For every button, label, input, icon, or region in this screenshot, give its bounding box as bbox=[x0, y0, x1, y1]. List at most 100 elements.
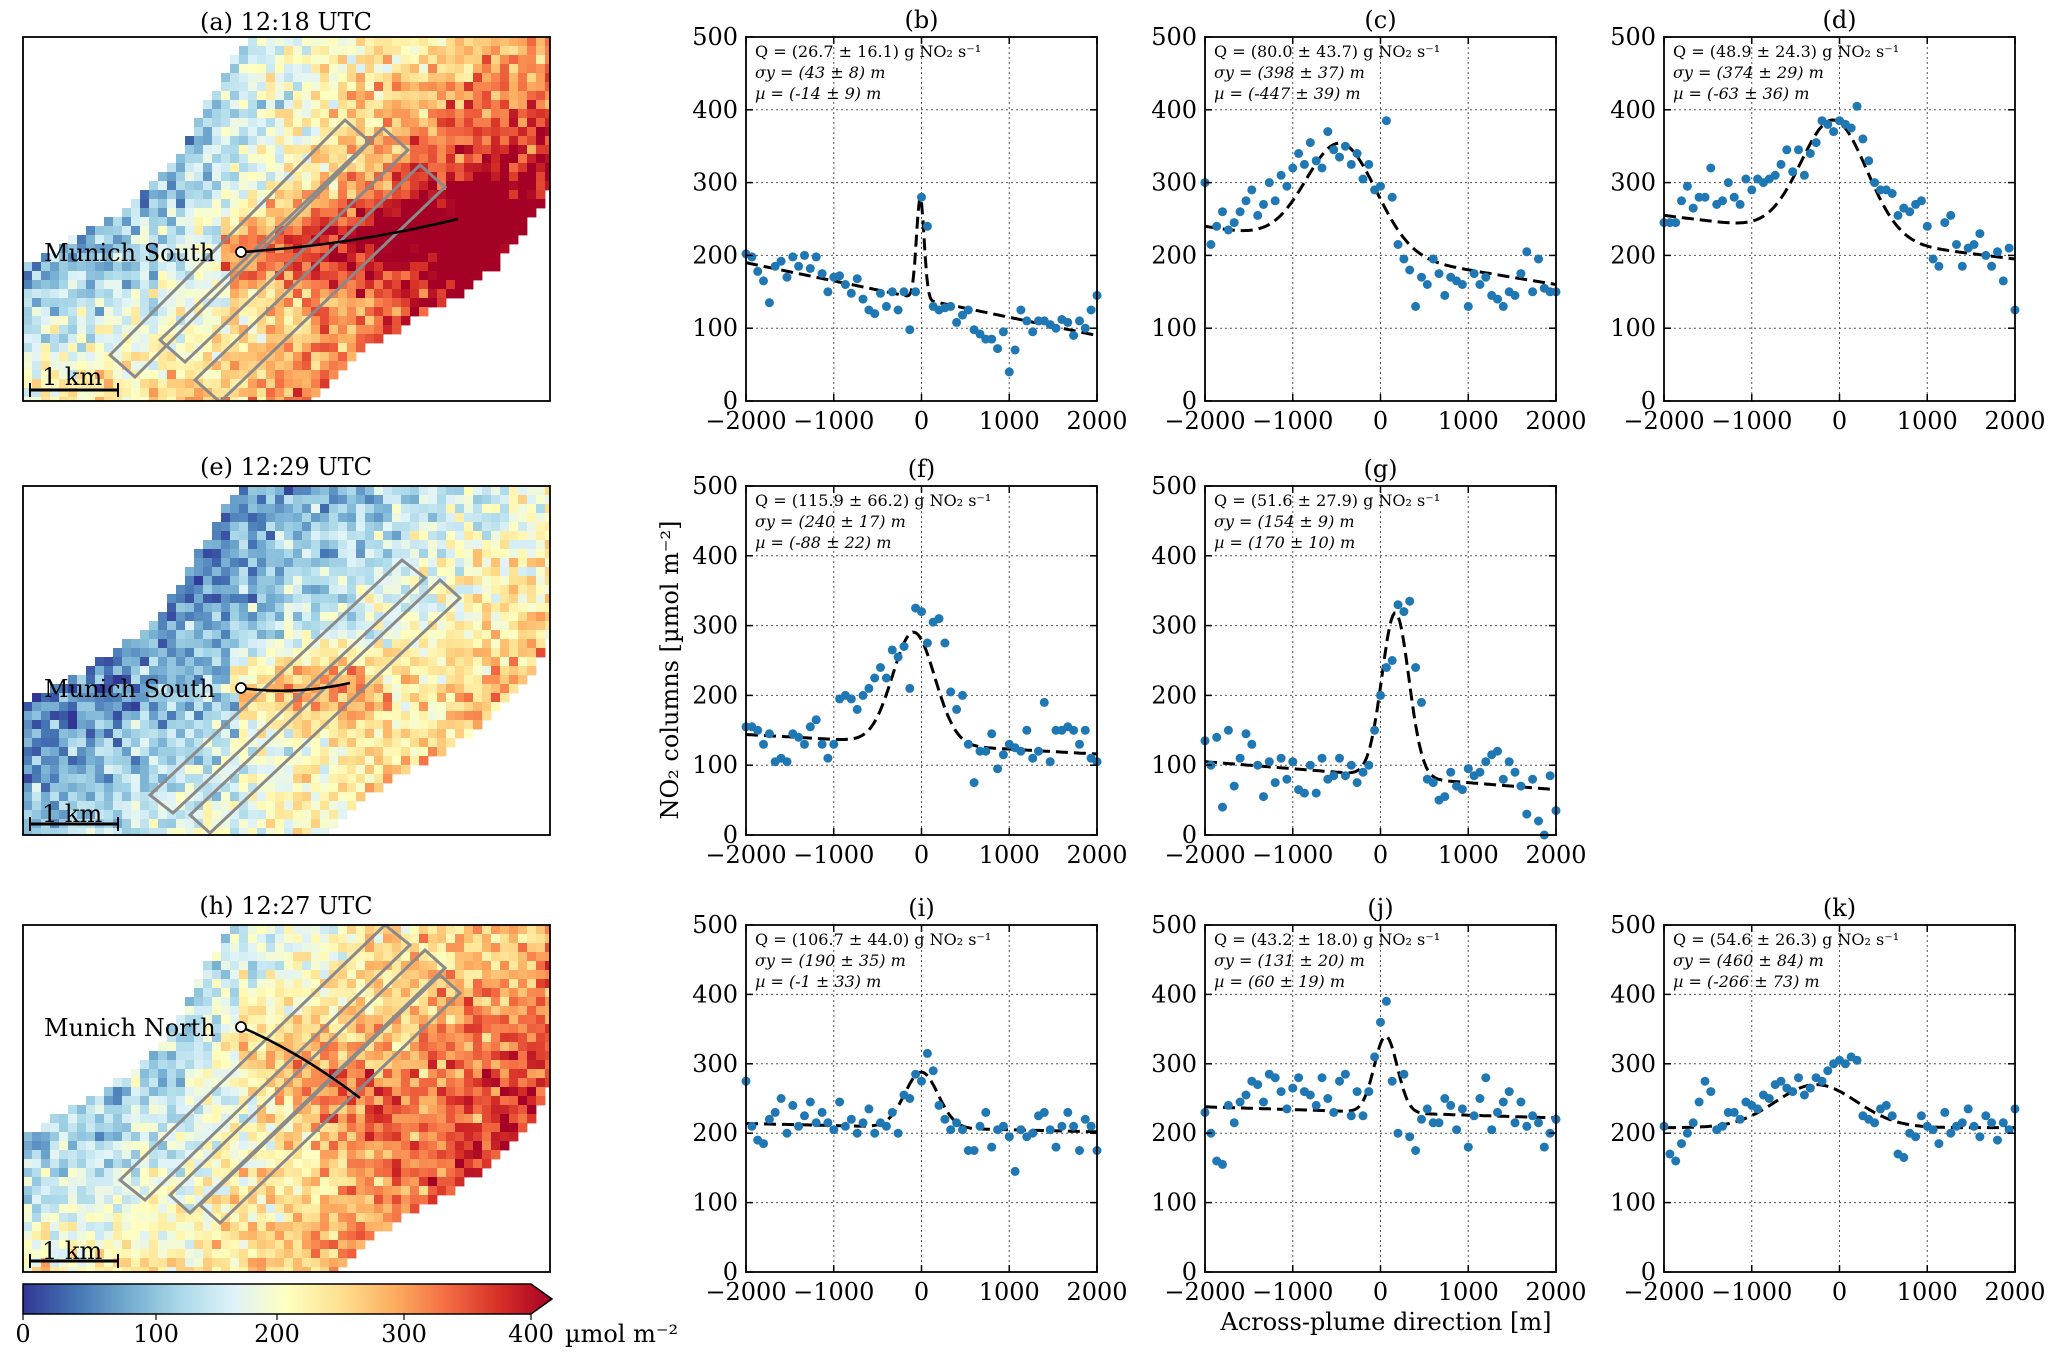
data-point bbox=[1916, 196, 1926, 206]
data-point bbox=[958, 690, 967, 700]
data-point bbox=[1729, 192, 1739, 202]
y-tick-label: 200 bbox=[1151, 1119, 1197, 1147]
data-point bbox=[1975, 229, 1985, 239]
data-point bbox=[1981, 1111, 1991, 1121]
data-point bbox=[917, 192, 926, 202]
data-point bbox=[1799, 170, 1809, 180]
data-point bbox=[1352, 149, 1362, 158]
data-point bbox=[1770, 170, 1780, 180]
data-point bbox=[1329, 145, 1339, 155]
data-point bbox=[1086, 305, 1096, 315]
y-tick-label: 300 bbox=[692, 169, 738, 197]
data-point bbox=[1805, 1083, 1815, 1093]
data-point bbox=[864, 683, 874, 693]
chart-title: (j) bbox=[1367, 894, 1393, 922]
x-tick-label: 2000 bbox=[1066, 1278, 1127, 1306]
y-tick-label: 100 bbox=[1151, 1189, 1197, 1217]
x-tick-label: −1000 bbox=[1711, 1278, 1792, 1306]
data-point bbox=[1463, 301, 1473, 311]
data-point bbox=[1346, 760, 1356, 770]
data-point bbox=[1358, 174, 1368, 184]
x-tick-label: −2000 bbox=[1164, 407, 1245, 435]
annotation-mu: µ = (60 ± 19) m bbox=[1214, 972, 1345, 991]
y-axis-label: NO₂ columns [µmol m⁻²] bbox=[656, 521, 684, 820]
data-point bbox=[1510, 290, 1520, 300]
data-point bbox=[1893, 210, 1903, 220]
data-point bbox=[1764, 1094, 1774, 1103]
data-point bbox=[1016, 305, 1026, 315]
annotation-q: Q = (106.7 ± 44.0) g NO₂ s⁻¹ bbox=[755, 930, 991, 949]
data-point bbox=[1057, 1121, 1067, 1131]
data-point bbox=[788, 252, 798, 262]
data-point bbox=[1399, 607, 1409, 617]
data-point bbox=[1481, 1073, 1491, 1083]
y-tick-label: 300 bbox=[1151, 1050, 1197, 1078]
data-point bbox=[1481, 272, 1491, 282]
data-point bbox=[1376, 1017, 1385, 1027]
data-point bbox=[776, 256, 786, 266]
chart-panel-4: −2000 −1000 0 1000 2000 0 100 200 300 400 500 (g) Q … bbox=[1151, 455, 1586, 869]
data-point bbox=[952, 1118, 962, 1128]
x-tick-label: 2000 bbox=[1066, 407, 1127, 435]
data-point bbox=[1963, 1104, 1973, 1114]
data-point bbox=[1253, 760, 1263, 770]
annotation-mu: µ = (-1 ± 33) m bbox=[755, 972, 881, 991]
data-point bbox=[1393, 600, 1403, 610]
map-frame-2 bbox=[22, 924, 551, 1273]
data-point bbox=[1335, 152, 1344, 162]
data-point bbox=[1457, 1104, 1467, 1114]
data-point bbox=[1028, 327, 1038, 337]
data-point bbox=[1665, 1149, 1675, 1159]
colorbar-tick-300: 300 bbox=[381, 1320, 427, 1348]
data-point bbox=[823, 1118, 833, 1128]
data-point bbox=[975, 329, 985, 339]
data-point bbox=[776, 1094, 786, 1103]
data-point bbox=[1829, 127, 1839, 137]
y-tick-label: 400 bbox=[692, 980, 738, 1008]
data-point bbox=[1335, 753, 1344, 763]
annotation-q: Q = (48.9 ± 24.3) g NO₂ s⁻¹ bbox=[1673, 42, 1899, 61]
data-point bbox=[987, 729, 997, 739]
x-tick-label: −1000 bbox=[1252, 1278, 1333, 1306]
data-point bbox=[1510, 767, 1520, 777]
data-point bbox=[1905, 207, 1915, 217]
x-tick-label: 1000 bbox=[1897, 407, 1958, 435]
chart-panel-0: −2000 −1000 0 1000 2000 0 100 200 300 400 500 (b) Q … bbox=[692, 6, 1127, 435]
data-point bbox=[1039, 1107, 1049, 1117]
data-point bbox=[800, 1111, 809, 1121]
y-tick-label: 200 bbox=[1151, 241, 1197, 269]
data-point bbox=[1823, 1066, 1833, 1076]
data-point bbox=[764, 729, 774, 739]
data-point bbox=[1504, 757, 1514, 767]
chart-panel-3: −2000 −1000 0 1000 2000 0 100 200 300 400 500 (f) Q … bbox=[692, 455, 1127, 869]
y-tick-label: 300 bbox=[692, 1050, 738, 1078]
data-point bbox=[800, 250, 809, 260]
y-tick-label: 400 bbox=[1610, 96, 1656, 124]
data-point bbox=[858, 1118, 868, 1128]
data-point bbox=[1288, 163, 1298, 173]
data-point bbox=[1051, 1142, 1061, 1152]
y-tick-label: 300 bbox=[1610, 1050, 1656, 1078]
data-point bbox=[1264, 178, 1274, 188]
data-point bbox=[1522, 247, 1532, 257]
data-point bbox=[1317, 753, 1327, 763]
y-tick-label: 200 bbox=[1610, 241, 1656, 269]
data-point bbox=[1463, 764, 1473, 774]
data-point bbox=[1080, 323, 1090, 333]
data-point bbox=[1946, 210, 1956, 220]
data-point bbox=[1405, 596, 1415, 606]
colorbar-tick-200: 200 bbox=[254, 1320, 300, 1348]
data-point bbox=[998, 1121, 1008, 1131]
data-point bbox=[1022, 725, 1032, 735]
data-point bbox=[1411, 1146, 1421, 1155]
data-point bbox=[794, 1121, 804, 1131]
data-point bbox=[1352, 1087, 1362, 1097]
data-point bbox=[1545, 771, 1555, 781]
data-point bbox=[1952, 240, 1961, 249]
x-tick-label: 2000 bbox=[1984, 1278, 2045, 1306]
data-point bbox=[1045, 757, 1055, 767]
y-tick-label: 500 bbox=[1610, 911, 1656, 939]
data-point bbox=[1522, 1121, 1532, 1131]
chart-title: (f) bbox=[908, 455, 936, 483]
chart-panel-7: −2000 −1000 0 1000 2000 0 100 200 300 400 500 (k) Q … bbox=[1610, 894, 2045, 1306]
